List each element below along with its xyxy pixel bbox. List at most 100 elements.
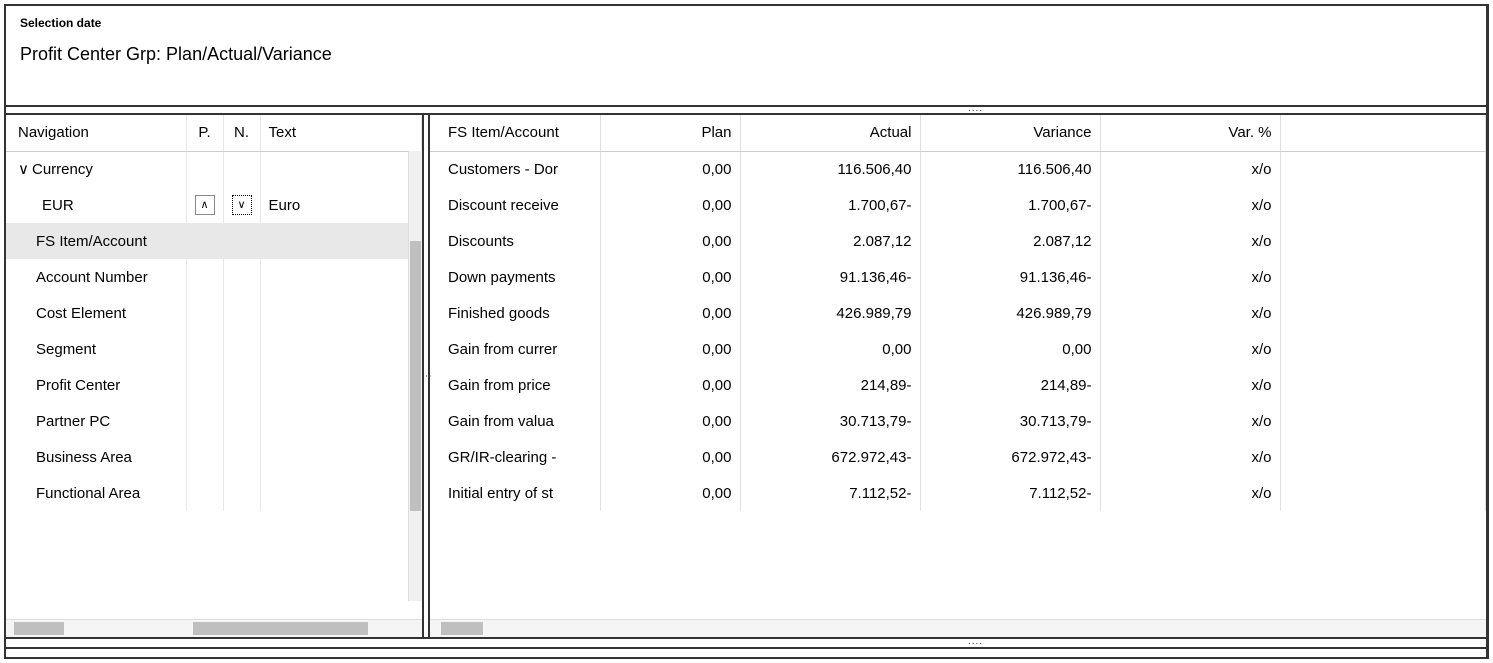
cell-actual[interactable]: 426.989,79 bbox=[740, 295, 920, 331]
cell-fsitem[interactable]: Discounts bbox=[430, 223, 600, 259]
hscroll-thumb[interactable] bbox=[441, 622, 483, 635]
nav-vertical-scrollbar[interactable] bbox=[408, 151, 422, 601]
horizontal-splitter-top[interactable] bbox=[6, 107, 1486, 113]
cell-varpct[interactable]: x/o bbox=[1100, 187, 1280, 223]
nav-horizontal-scrollbar[interactable] bbox=[6, 619, 422, 637]
next-icon[interactable]: ∨ bbox=[232, 195, 252, 215]
data-row[interactable]: Gain from currer0,000,000,00x/o bbox=[430, 331, 1486, 367]
nav-prev-cell[interactable]: ∧ bbox=[186, 187, 223, 223]
col-fsitem[interactable]: FS Item/Account bbox=[430, 115, 600, 151]
nav-item-label[interactable]: Profit Center bbox=[6, 367, 186, 403]
cell-varpct[interactable]: x/o bbox=[1100, 223, 1280, 259]
nav-header-p[interactable]: P. bbox=[186, 115, 223, 151]
cell-variance[interactable]: 91.136,46- bbox=[920, 259, 1100, 295]
col-variance[interactable]: Variance bbox=[920, 115, 1100, 151]
cell-variance[interactable]: 672.972,43- bbox=[920, 439, 1100, 475]
col-varpct[interactable]: Var. % bbox=[1100, 115, 1280, 151]
nav-item-label[interactable]: Functional Area bbox=[6, 475, 186, 511]
cell-plan[interactable]: 0,00 bbox=[600, 259, 740, 295]
cell-plan[interactable]: 0,00 bbox=[600, 367, 740, 403]
data-row[interactable]: Initial entry of st0,007.112,52-7.112,52… bbox=[430, 475, 1486, 511]
cell-fsitem[interactable]: Down payments bbox=[430, 259, 600, 295]
cell-varpct[interactable]: x/o bbox=[1100, 259, 1280, 295]
cell-variance[interactable]: 426.989,79 bbox=[920, 295, 1100, 331]
cell-actual[interactable]: 2.087,12 bbox=[740, 223, 920, 259]
nav-row[interactable]: EUR∧∨Euro bbox=[6, 187, 422, 223]
nav-item-label[interactable]: Business Area bbox=[6, 439, 186, 475]
cell-fsitem[interactable]: Gain from valua bbox=[430, 403, 600, 439]
nav-header-n[interactable]: N. bbox=[223, 115, 260, 151]
nav-item-label[interactable]: Segment bbox=[6, 331, 186, 367]
cell-varpct[interactable]: x/o bbox=[1100, 367, 1280, 403]
cell-variance[interactable]: 2.087,12 bbox=[920, 223, 1100, 259]
nav-header-navigation[interactable]: Navigation bbox=[6, 115, 186, 151]
cell-variance[interactable]: 7.112,52- bbox=[920, 475, 1100, 511]
nav-row[interactable]: Business Area bbox=[6, 439, 422, 475]
nav-row[interactable]: Profit Center bbox=[6, 367, 422, 403]
cell-variance[interactable]: 0,00 bbox=[920, 331, 1100, 367]
cell-fsitem[interactable]: Customers - Dor bbox=[430, 151, 600, 187]
nav-row[interactable]: ∨Currency bbox=[6, 151, 422, 187]
cell-plan[interactable]: 0,00 bbox=[600, 331, 740, 367]
cell-plan[interactable]: 0,00 bbox=[600, 403, 740, 439]
hscroll-thumb[interactable] bbox=[14, 622, 64, 635]
cell-varpct[interactable]: x/o bbox=[1100, 151, 1280, 187]
cell-variance[interactable]: 214,89- bbox=[920, 367, 1100, 403]
cell-varpct[interactable]: x/o bbox=[1100, 403, 1280, 439]
cell-actual[interactable]: 116.506,40 bbox=[740, 151, 920, 187]
cell-fsitem[interactable]: Gain from currer bbox=[430, 331, 600, 367]
nav-row[interactable]: Partner PC bbox=[6, 403, 422, 439]
cell-fsitem[interactable]: Gain from price bbox=[430, 367, 600, 403]
cell-actual[interactable]: 30.713,79- bbox=[740, 403, 920, 439]
nav-header-text[interactable]: Text bbox=[260, 115, 422, 151]
hscroll-thumb[interactable] bbox=[193, 622, 368, 635]
cell-actual[interactable]: 91.136,46- bbox=[740, 259, 920, 295]
nav-row[interactable]: Segment bbox=[6, 331, 422, 367]
cell-plan[interactable]: 0,00 bbox=[600, 223, 740, 259]
nav-item-label[interactable]: Cost Element bbox=[6, 295, 186, 331]
cell-varpct[interactable]: x/o bbox=[1100, 439, 1280, 475]
cell-varpct[interactable]: x/o bbox=[1100, 475, 1280, 511]
cell-fsitem[interactable]: Finished goods bbox=[430, 295, 600, 331]
nav-row[interactable]: FS Item/Account bbox=[6, 223, 422, 259]
cell-fsitem[interactable]: Initial entry of st bbox=[430, 475, 600, 511]
nav-item-label[interactable]: EUR bbox=[6, 187, 186, 223]
data-row[interactable]: Discounts0,002.087,122.087,12x/o bbox=[430, 223, 1486, 259]
cell-variance[interactable]: 30.713,79- bbox=[920, 403, 1100, 439]
nav-row[interactable]: Functional Area bbox=[6, 475, 422, 511]
horizontal-splitter-bottom[interactable] bbox=[6, 639, 1486, 647]
cell-actual[interactable]: 0,00 bbox=[740, 331, 920, 367]
cell-actual[interactable]: 672.972,43- bbox=[740, 439, 920, 475]
nav-row[interactable]: Cost Element bbox=[6, 295, 422, 331]
cell-actual[interactable]: 214,89- bbox=[740, 367, 920, 403]
cell-variance[interactable]: 1.700,67- bbox=[920, 187, 1100, 223]
cell-actual[interactable]: 1.700,67- bbox=[740, 187, 920, 223]
cell-actual[interactable]: 7.112,52- bbox=[740, 475, 920, 511]
data-row[interactable]: Gain from price0,00214,89-214,89-x/o bbox=[430, 367, 1486, 403]
cell-plan[interactable]: 0,00 bbox=[600, 295, 740, 331]
data-row[interactable]: Customers - Dor0,00116.506,40116.506,40x… bbox=[430, 151, 1486, 187]
nav-item-label[interactable]: Account Number bbox=[6, 259, 186, 295]
nav-item-label[interactable]: Partner PC bbox=[6, 403, 186, 439]
nav-next-cell[interactable]: ∨ bbox=[223, 187, 260, 223]
data-row[interactable]: Discount receive0,001.700,67-1.700,67-x/… bbox=[430, 187, 1486, 223]
prev-icon[interactable]: ∧ bbox=[195, 195, 215, 215]
nav-vertical-scrollbar-thumb[interactable] bbox=[410, 241, 421, 511]
col-plan[interactable]: Plan bbox=[600, 115, 740, 151]
data-row[interactable]: GR/IR-clearing -0,00672.972,43-672.972,4… bbox=[430, 439, 1486, 475]
expand-icon[interactable]: ∨ bbox=[18, 160, 32, 178]
nav-item-label[interactable]: ∨Currency bbox=[6, 151, 186, 187]
data-horizontal-scrollbar[interactable] bbox=[430, 619, 1486, 637]
cell-plan[interactable]: 0,00 bbox=[600, 475, 740, 511]
cell-variance[interactable]: 116.506,40 bbox=[920, 151, 1100, 187]
cell-plan[interactable]: 0,00 bbox=[600, 151, 740, 187]
nav-item-label[interactable]: FS Item/Account bbox=[6, 223, 186, 259]
cell-varpct[interactable]: x/o bbox=[1100, 331, 1280, 367]
nav-row[interactable]: Account Number bbox=[6, 259, 422, 295]
data-row[interactable]: Gain from valua0,0030.713,79-30.713,79-x… bbox=[430, 403, 1486, 439]
cell-fsitem[interactable]: GR/IR-clearing - bbox=[430, 439, 600, 475]
cell-fsitem[interactable]: Discount receive bbox=[430, 187, 600, 223]
cell-plan[interactable]: 0,00 bbox=[600, 187, 740, 223]
col-actual[interactable]: Actual bbox=[740, 115, 920, 151]
cell-varpct[interactable]: x/o bbox=[1100, 295, 1280, 331]
